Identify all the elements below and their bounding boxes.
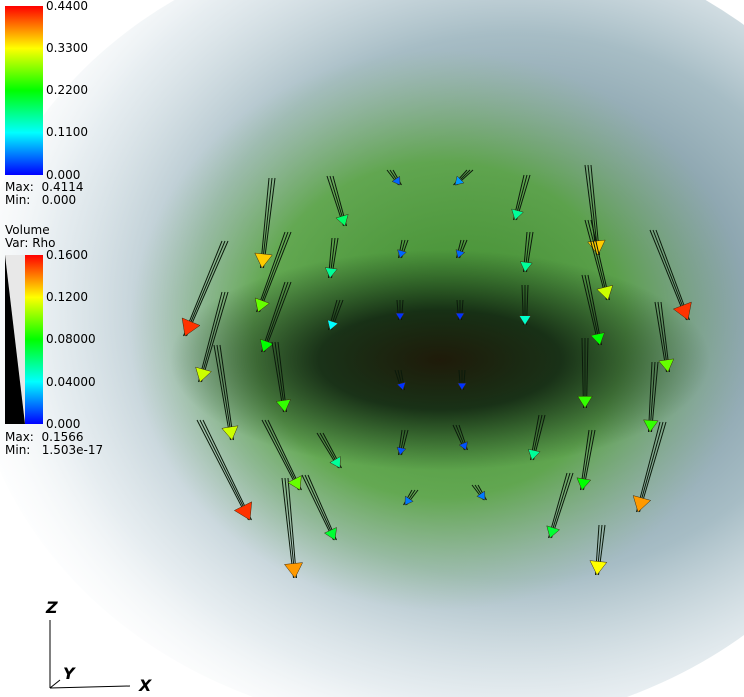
vector-glyph [632,421,667,513]
vector-glyph [316,432,342,469]
vector-glyph [584,164,606,256]
volume-tick-label: 0.08000 [46,332,96,346]
vector-glyph [455,239,468,259]
volume-tick-label: 0.1200 [46,290,88,304]
volume-min-label: Min: [5,443,31,457]
volume-max-row: Max: 0.1566 [5,431,84,444]
volume-max-label: Max: [5,430,34,444]
vector-max-row: Max: 0.4114 [5,181,84,194]
vector-glyph [511,174,531,221]
vector-glyph [254,231,292,313]
vector-glyph [403,489,419,506]
vector-glyph [452,424,468,451]
axis-y-label: Y [63,664,75,683]
vector-max-label: Max: [5,180,34,194]
vector-glyph [457,369,467,391]
vector-glyph [546,472,574,539]
vector-max-value: 0.4114 [41,180,84,194]
vector-glyph [213,344,239,441]
vector-glyph [301,474,337,541]
vector-glyph [394,369,406,391]
vector-glyph [196,419,253,521]
vector-tick-label: 0.3300 [46,41,88,55]
vector-glyph [577,337,593,409]
axes-triad [49,620,131,689]
vector-glyph [581,274,605,346]
vector-glyph [654,301,675,373]
vector-min-value: 0.000 [41,193,77,207]
vector-glyph [181,240,229,337]
vector-tick-label: 0.1100 [46,125,88,139]
vector-glyphs [181,164,692,579]
vector-glyph [261,419,302,491]
vector-glyph [327,299,344,331]
vector-glyph [519,231,534,273]
vector-tick-label: 0.2200 [46,83,88,97]
vector-glyph [518,284,532,326]
vector-glyph [324,237,339,279]
vector-glyph [455,299,465,321]
vector-glyph [195,291,229,383]
vector-glyph [576,429,596,491]
vector-glyph [259,281,292,353]
volume-legend-var: Var: Rho [5,236,56,250]
vector-glyph [589,524,608,576]
vector-color-bar [5,6,43,175]
vector-glyph [281,477,304,579]
volume-max-value: 0.1566 [41,430,84,444]
volume-min-value: 1.503e-17 [41,443,104,457]
volume-tick-label: 0.000 [46,417,81,431]
volume-tick-label: 0.04000 [46,375,96,389]
volume-tick-label: 0.1600 [46,248,88,262]
vector-tick-label: 0.4400 [46,0,88,13]
axis-z-label: Z [46,598,58,617]
vector-min-row: Min: 0.000 [5,194,76,207]
vector-glyph [471,484,487,501]
vector-glyph [396,429,409,456]
vector-glyph [326,175,349,227]
vector-glyph [397,239,409,259]
vector-glyph [527,414,546,461]
vector-glyph [453,169,474,186]
vector-tick-label: 0.000 [46,168,81,182]
vector-glyph [649,229,692,321]
vector-glyph [271,341,291,413]
volume-color-bar [5,255,43,424]
vector-glyph [395,299,405,321]
axis-x-label: X [139,676,152,695]
vector-glyph [386,169,402,186]
volume-legend-title: Volume [5,223,50,237]
vector-glyph [254,177,276,269]
vector-min-label: Min: [5,193,31,207]
vector-glyph [584,219,614,301]
vector-glyph [643,361,659,433]
volume-min-row: Min: 1.503e-17 [5,444,103,457]
